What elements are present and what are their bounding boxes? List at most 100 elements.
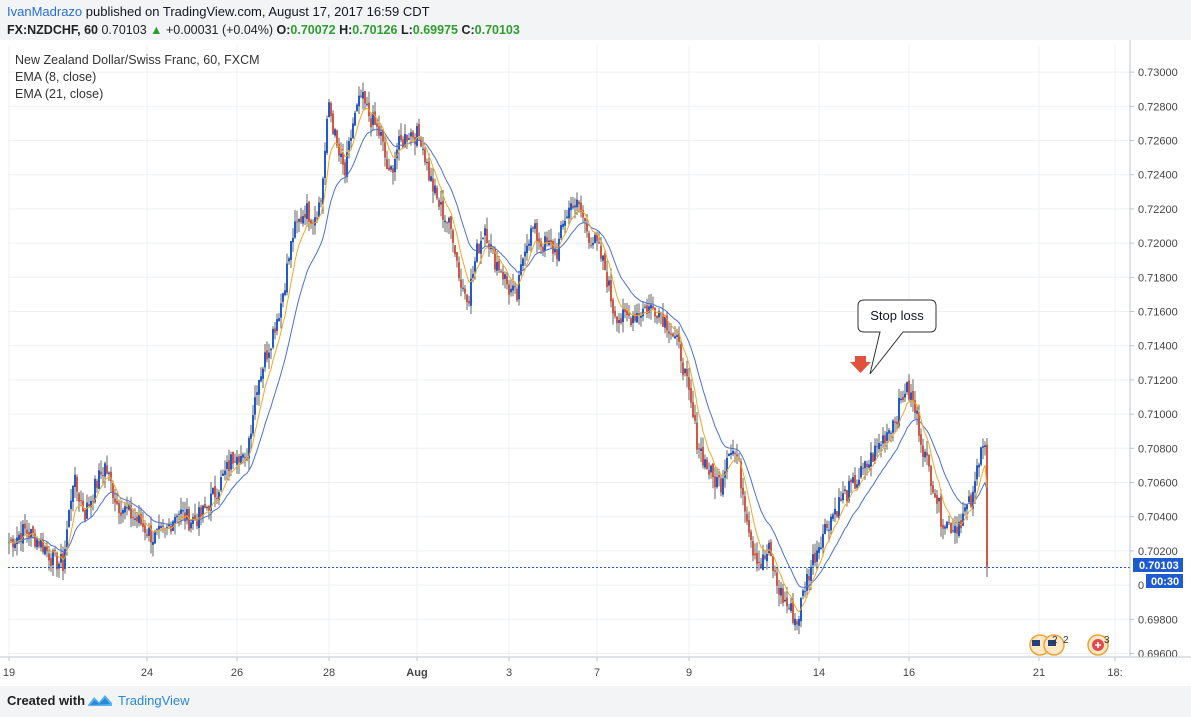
ema8-legend[interactable]: EMA (8, close) bbox=[15, 70, 97, 84]
candle-down bbox=[948, 522, 950, 524]
events-markers[interactable]: 2 2 3 bbox=[1029, 634, 1110, 656]
symbol-title[interactable]: New Zealand Dollar/Swiss Franc, 60, FXCM bbox=[15, 53, 260, 67]
candle-down bbox=[360, 95, 362, 97]
candle-down bbox=[114, 498, 116, 503]
candle-up bbox=[844, 489, 846, 491]
candle-up bbox=[864, 461, 866, 469]
candle-down bbox=[706, 459, 708, 469]
candle-down bbox=[540, 241, 542, 247]
candle-down bbox=[682, 362, 684, 376]
candle-down bbox=[696, 422, 698, 450]
time-tick-label: 14 bbox=[813, 667, 825, 679]
candle-down bbox=[126, 506, 128, 509]
candle-up bbox=[410, 132, 412, 137]
candle-down bbox=[940, 496, 942, 527]
candle-up bbox=[348, 141, 350, 150]
candle-up bbox=[284, 290, 286, 296]
ema21-legend[interactable]: EMA (21, close) bbox=[15, 87, 104, 101]
time-tick-label: 3 bbox=[506, 667, 512, 679]
candle-down bbox=[646, 305, 648, 314]
candle-down bbox=[468, 300, 470, 304]
candle-down bbox=[586, 223, 588, 232]
candle-down bbox=[400, 134, 402, 141]
candle-down bbox=[930, 466, 932, 487]
candle-up bbox=[322, 178, 324, 205]
candle-down bbox=[718, 474, 720, 478]
candle-up bbox=[830, 516, 832, 531]
candle-up bbox=[422, 148, 424, 150]
candle-down bbox=[508, 284, 510, 295]
candle-up bbox=[270, 348, 272, 351]
candle-down bbox=[668, 331, 670, 334]
candle-up bbox=[236, 456, 238, 465]
price-tick-label: 0.71000 bbox=[1138, 409, 1178, 421]
candle-up bbox=[68, 509, 70, 527]
open-label: O: bbox=[276, 23, 291, 37]
candle-up bbox=[276, 319, 278, 331]
candle-up bbox=[888, 430, 890, 434]
price-tick-label: 0.71800 bbox=[1138, 272, 1178, 284]
au-flag-icon bbox=[1032, 640, 1040, 646]
candle-up bbox=[134, 518, 136, 520]
candle-down bbox=[752, 541, 754, 556]
candle-down bbox=[438, 199, 440, 207]
candle-down bbox=[656, 315, 658, 319]
event-count: 3 bbox=[1104, 635, 1110, 646]
chart-header: IvanMadrazo published on TradingView.com… bbox=[0, 0, 1191, 40]
candle-up bbox=[390, 166, 392, 170]
candle-up bbox=[838, 497, 840, 519]
sell-arrow-icon bbox=[850, 356, 871, 373]
countdown-text: 00:30 bbox=[1151, 576, 1179, 588]
candle-down bbox=[76, 476, 78, 492]
candle-up bbox=[22, 524, 24, 544]
candle-down bbox=[920, 434, 922, 445]
candle-up bbox=[804, 591, 806, 593]
candle-up bbox=[128, 503, 130, 510]
candle-up bbox=[292, 237, 294, 243]
candle-down bbox=[970, 494, 972, 507]
candle-up bbox=[716, 477, 718, 488]
event-count: 2 bbox=[1063, 635, 1069, 646]
candle-down bbox=[486, 228, 488, 244]
candle-down bbox=[144, 525, 146, 533]
last-price-badge: 0.70103 bbox=[1133, 558, 1183, 572]
candle-down bbox=[188, 508, 190, 531]
stop-loss-annotation[interactable]: Stop loss bbox=[850, 299, 937, 375]
candle-up bbox=[802, 590, 804, 596]
candle-down bbox=[666, 315, 668, 331]
up-arrow-icon: ▲ bbox=[150, 23, 163, 37]
candle-down bbox=[442, 200, 444, 220]
candle-down bbox=[788, 607, 790, 609]
candle-up bbox=[856, 484, 858, 488]
candle-up bbox=[954, 525, 956, 533]
author-link[interactable]: IvanMadrazo bbox=[7, 4, 83, 19]
candle-down bbox=[418, 124, 420, 136]
candle-up bbox=[608, 280, 610, 286]
price-tick-label: 0.72000 bbox=[1138, 238, 1178, 250]
candle-down bbox=[458, 262, 460, 279]
candle-down bbox=[456, 252, 458, 261]
price-tick-label: 0 bbox=[1138, 580, 1144, 592]
candle-down bbox=[934, 493, 936, 498]
candle-down bbox=[460, 279, 462, 288]
candle-up bbox=[160, 526, 162, 528]
time-tick-label: 21 bbox=[1033, 667, 1045, 679]
candle-down bbox=[750, 531, 752, 540]
time-axis: 19 24 26 28 Aug 3 7 9 14 16 21 18: bbox=[0, 656, 1191, 679]
candle-up bbox=[352, 123, 354, 139]
candle-down bbox=[42, 540, 44, 553]
candle-down bbox=[238, 456, 240, 463]
candle-up bbox=[576, 199, 578, 208]
candle-down bbox=[84, 509, 86, 521]
price-chart[interactable]: 0.73000 0.72800 0.72600 0.72400 0.72200 0.720… bbox=[0, 40, 1191, 686]
tradingview-link[interactable]: TradingView bbox=[118, 693, 190, 708]
candle-up bbox=[518, 274, 520, 300]
candle-up bbox=[206, 507, 208, 509]
candle-down bbox=[120, 512, 122, 516]
candle-down bbox=[406, 135, 408, 142]
candle-up bbox=[74, 474, 76, 487]
candle-down bbox=[344, 162, 346, 176]
time-tick-label: 24 bbox=[141, 667, 153, 679]
candle-down bbox=[918, 411, 920, 436]
candle-down bbox=[450, 216, 452, 229]
